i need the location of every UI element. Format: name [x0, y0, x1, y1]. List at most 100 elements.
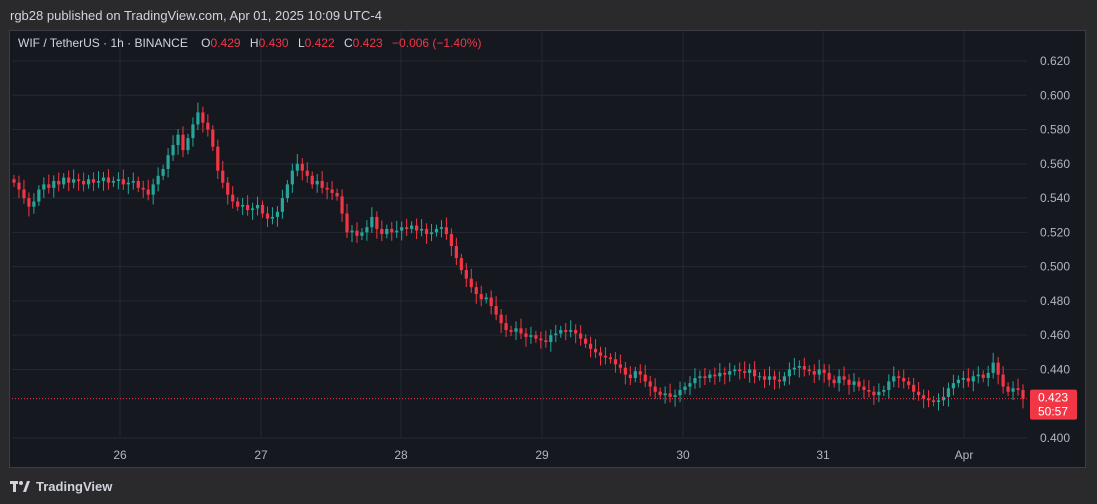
candle-body [1016, 388, 1020, 391]
candle-body [226, 182, 230, 195]
candle-body [643, 374, 647, 382]
candle-body [439, 227, 444, 229]
x-tick-label: Apr [955, 448, 974, 462]
candle-body [549, 335, 553, 343]
candle-body [52, 180, 56, 188]
candle-body [77, 179, 81, 181]
candle-body [405, 227, 409, 229]
candle-body [186, 138, 190, 151]
candle-body [941, 396, 946, 401]
candle-body [211, 129, 215, 147]
candle-body [1001, 374, 1005, 387]
candle-body [787, 369, 791, 377]
y-tick-label: 0.440 [1040, 362, 1070, 376]
candle-body [216, 146, 220, 171]
candle-body [708, 374, 712, 379]
candle-body [877, 391, 881, 396]
candle-body [693, 378, 697, 384]
candle-body [444, 227, 449, 235]
x-tick-label: 26 [113, 448, 127, 462]
candle-body [310, 175, 314, 185]
candle-body [822, 369, 826, 373]
candle-body [529, 335, 533, 337]
low-label: L [297, 36, 305, 50]
candle-body [410, 225, 414, 229]
candle-body [618, 364, 622, 368]
candle-body [385, 228, 389, 235]
candle-body [852, 381, 856, 385]
footer-brand: TradingView [36, 479, 113, 494]
candle-body [37, 189, 41, 202]
candle-body [504, 323, 508, 331]
x-tick-label: 31 [816, 448, 830, 462]
candle-body [981, 374, 985, 379]
candle-body [375, 216, 379, 229]
candlestick-chart[interactable]: 0.620 0.600 0.580 0.560 0.540 0.520 0.500 0.480… [10, 31, 1087, 469]
candle-body [872, 391, 876, 396]
candle-body [106, 177, 111, 183]
candle-body [832, 379, 836, 384]
candle-body [991, 362, 995, 373]
y-tick-label: 0.400 [1040, 431, 1070, 445]
candle-body [67, 177, 71, 183]
publish-attribution: rgb28 published on TradingView.com, Apr … [10, 8, 382, 23]
candle-body [449, 234, 453, 247]
candle-body [509, 330, 513, 332]
candle-body [608, 357, 613, 360]
symbol-info: WIF / TetherUS · 1h · BINANCE [18, 36, 188, 50]
candle-body [330, 189, 334, 193]
candle-body [514, 328, 518, 332]
candle-body [494, 306, 498, 315]
candle-body [206, 122, 210, 130]
candle-body [703, 376, 707, 379]
y-tick-label: 0.620 [1040, 54, 1070, 68]
candle-body [32, 201, 36, 207]
close-label: C [344, 36, 353, 50]
candle-body [221, 170, 225, 183]
candle-body [887, 381, 891, 391]
candle-body [733, 369, 737, 372]
y-tick-label: 0.460 [1040, 328, 1070, 342]
candle-body [489, 297, 493, 307]
candle-body [847, 379, 851, 385]
candle-body [241, 204, 245, 207]
chart-panel[interactable]: 0.620 0.600 0.580 0.560 0.540 0.520 0.500 0.480… [9, 30, 1086, 468]
candle-body [12, 179, 16, 183]
candle-body [176, 134, 180, 145]
candle-body [355, 230, 359, 236]
symbol-legend: WIF / TetherUS · 1h · BINANCE O0.429 H0.… [18, 36, 481, 50]
candle-body [280, 198, 285, 212]
candle-body [290, 170, 294, 185]
candle-body [638, 371, 642, 375]
candle-body [593, 348, 598, 353]
candle-body [777, 379, 782, 382]
x-tick-label: 28 [394, 448, 408, 462]
candle-body [345, 213, 349, 233]
candle-body [762, 376, 767, 380]
candle-body [519, 328, 523, 334]
candle-body [996, 362, 1000, 375]
candle-body [882, 390, 886, 392]
candle-body [265, 213, 270, 219]
candle-body [658, 391, 662, 396]
candle-body [603, 355, 608, 358]
candle-body [892, 376, 896, 382]
candle-body [270, 216, 275, 219]
candle-body [474, 287, 478, 295]
candle-body [857, 381, 861, 387]
price-change: −0.006 (−1.40%) [392, 36, 482, 50]
candle-body [633, 371, 637, 379]
candle-body [47, 184, 51, 188]
candle-body [365, 227, 369, 233]
candle-body [1021, 390, 1025, 399]
candle-body [429, 232, 434, 235]
candle-body [966, 378, 970, 382]
candle-body [623, 367, 627, 375]
candle-body [325, 187, 329, 190]
candle-body [986, 372, 990, 379]
tradingview-footer[interactable]: TradingView [10, 479, 112, 494]
candle-body [424, 228, 429, 235]
candle-body [96, 180, 101, 183]
candle-body [917, 391, 921, 396]
candle-body [951, 383, 956, 389]
